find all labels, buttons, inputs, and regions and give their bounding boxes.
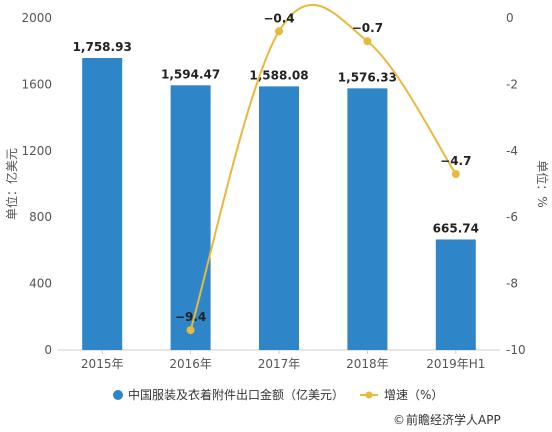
right-tick-label: 0 [506, 11, 514, 25]
right-tick-label: -2 [506, 77, 518, 91]
bar-value-label: 665.74 [433, 221, 479, 235]
x-tick-label: 2018年 [346, 357, 389, 371]
bar-value-label: 1,758.93 [73, 40, 132, 54]
bar [82, 58, 123, 351]
line-point [451, 170, 460, 179]
bar [435, 239, 476, 350]
right-tick-label: -10 [506, 343, 526, 357]
legend-line-label: 增速（%） [384, 388, 443, 402]
left-tick-label: 1200 [21, 144, 52, 158]
source-note: © 前瞻经济学人APP [393, 412, 501, 427]
bar-value-label: 1,594.47 [161, 67, 220, 81]
line-point [186, 326, 195, 335]
right-tick-label: -6 [506, 210, 518, 224]
source-text: 前瞻经济学人APP [406, 412, 501, 427]
legend-bar-label: 中国服装及衣着附件出口金额（亿美元） [128, 387, 344, 402]
bar [347, 88, 388, 350]
copyright-icon: © [393, 413, 405, 427]
line-value-label: −0.4 [263, 11, 294, 25]
left-tick-label: 400 [29, 277, 52, 291]
legend-bar-marker [113, 390, 123, 400]
line-series [186, 3, 460, 335]
left-axis-title: 单位：亿美元 [4, 148, 19, 220]
bar [170, 85, 211, 350]
right-tick-label: -4 [506, 144, 518, 158]
right-axis-title: 单位：% [535, 160, 550, 207]
x-tick-label: 2019年H1 [426, 357, 485, 371]
line-point [363, 37, 372, 46]
line-point [275, 27, 283, 36]
right-tick-label: -8 [506, 277, 518, 291]
x-tick-label: 2017年 [258, 357, 301, 371]
line-data-labels: −9.4 −0.4 −0.7 −4.7 [175, 11, 472, 324]
bar [259, 86, 299, 350]
bar-data-labels: 1,758.93 1,594.47 1,588.08 1,576.33 665.74 [73, 40, 479, 235]
x-axis: 2015年 2016年 2017年 2018年 2019年H1 [58, 349, 500, 371]
line-value-label: −0.7 [352, 21, 383, 35]
x-tick-label: 2015年 [81, 357, 124, 371]
legend: 中国服装及衣着附件出口金额（亿美元） 增速（%） [113, 387, 443, 402]
line-value-label: −4.7 [440, 154, 471, 168]
left-axis-ticks: 0 400 800 1200 1600 2000 [21, 11, 52, 357]
legend-line-dot [365, 391, 373, 399]
left-tick-label: 1600 [21, 77, 52, 91]
bar-value-label: 1,576.33 [338, 70, 397, 84]
right-axis-ticks: -10 -8 -6 -4 -2 0 [506, 11, 526, 357]
left-tick-label: 2000 [21, 11, 52, 25]
left-tick-label: 800 [29, 210, 52, 224]
left-tick-label: 0 [44, 343, 52, 357]
x-tick-label: 2016年 [169, 357, 212, 371]
bar-series [82, 58, 476, 351]
bar-value-label: 1,588.08 [249, 68, 308, 82]
growth-line [189, 3, 457, 331]
line-value-label: −9.4 [175, 310, 206, 324]
